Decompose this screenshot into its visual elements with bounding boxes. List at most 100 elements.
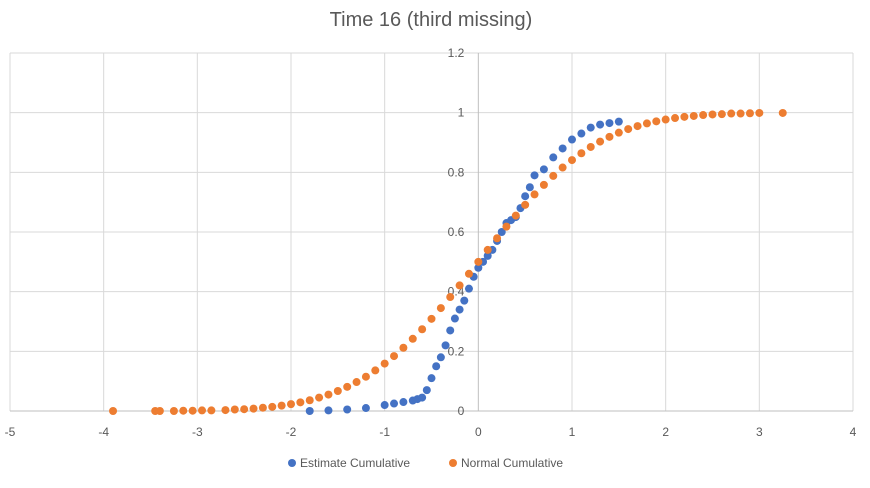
data-point	[436, 353, 445, 362]
data-point	[324, 406, 333, 415]
data-point	[521, 192, 530, 201]
data-point	[390, 399, 399, 408]
data-point	[446, 293, 455, 302]
data-point	[422, 386, 431, 395]
data-point	[736, 109, 745, 118]
data-point	[460, 296, 469, 305]
data-point	[717, 110, 726, 119]
data-point	[530, 171, 539, 180]
data-point	[333, 387, 342, 396]
data-point	[249, 404, 258, 413]
chart-title: Time 16 (third missing)	[330, 9, 533, 31]
data-point	[497, 228, 506, 236]
legend-item-estimate: Estimate Cumulative	[288, 456, 410, 470]
data-point	[521, 200, 530, 209]
data-point	[525, 183, 534, 192]
data-point	[277, 401, 286, 410]
x-tick-label: 0	[475, 425, 482, 439]
data-point	[324, 390, 333, 399]
data-point	[699, 111, 708, 120]
data-point	[436, 304, 445, 313]
x-axis-tick-labels: -5 -4 -3 -2 -1 0 1 2 3 4	[5, 425, 857, 439]
data-point	[464, 284, 473, 293]
data-point	[455, 305, 464, 314]
legend-marker-estimate	[288, 459, 296, 467]
data-point	[549, 153, 558, 162]
data-point	[483, 251, 492, 260]
data-point	[399, 398, 408, 407]
series-1	[109, 108, 787, 415]
data-point	[455, 281, 464, 290]
data-point	[624, 125, 633, 134]
gridlines	[9, 52, 854, 411]
data-point	[408, 334, 417, 343]
data-point	[371, 366, 380, 375]
data-point	[427, 314, 436, 323]
legend-item-normal: Normal Cumulative	[449, 456, 563, 470]
data-point	[305, 407, 314, 415]
data-point	[296, 398, 305, 407]
data-point	[268, 402, 277, 411]
x-tick-label: 3	[756, 425, 763, 439]
data-point	[380, 359, 389, 368]
data-point	[586, 123, 595, 132]
y-tick-label: 0.8	[448, 165, 465, 179]
data-point	[511, 211, 520, 220]
data-point	[418, 393, 427, 402]
data-point	[755, 108, 764, 117]
data-point	[441, 341, 450, 350]
legend-label-estimate: Estimate Cumulative	[300, 456, 410, 470]
data-point	[155, 407, 164, 415]
x-tick-label: -3	[192, 425, 203, 439]
data-point	[343, 405, 352, 414]
data-point	[474, 263, 483, 272]
data-point	[169, 407, 178, 415]
y-tick-label: 1.2	[448, 46, 465, 60]
data-point	[568, 135, 576, 144]
data-point	[390, 352, 399, 361]
data-point	[315, 393, 324, 402]
data-point	[727, 109, 736, 118]
data-point	[361, 372, 370, 381]
data-point	[605, 119, 614, 128]
data-point	[671, 114, 680, 123]
y-tick-label: 0.6	[448, 225, 465, 239]
data-point	[530, 190, 539, 199]
data-point	[352, 378, 361, 387]
legend-label-normal: Normal Cumulative	[461, 456, 563, 470]
data-point	[380, 401, 389, 410]
data-point	[680, 112, 689, 121]
data-point	[230, 405, 239, 414]
data-point	[240, 405, 249, 414]
data-point	[258, 403, 267, 412]
data-point	[586, 142, 595, 151]
data-point	[652, 117, 661, 126]
data-point	[207, 406, 216, 415]
data-point	[221, 406, 230, 415]
x-tick-label: -1	[379, 425, 390, 439]
data-point	[614, 117, 623, 126]
data-point	[427, 374, 436, 383]
data-point	[343, 382, 352, 391]
y-tick-label: 0.2	[448, 344, 465, 358]
data-point	[577, 149, 586, 158]
legend-marker-normal	[449, 459, 457, 467]
data-point	[549, 171, 558, 180]
data-point	[745, 109, 754, 118]
data-point	[539, 180, 548, 189]
data-point	[399, 343, 408, 352]
legend: Estimate Cumulative Normal Cumulative	[288, 456, 563, 470]
data-point	[596, 120, 605, 129]
data-point	[661, 115, 670, 124]
data-point	[539, 165, 548, 174]
data-point	[642, 119, 651, 128]
data-point	[568, 156, 576, 165]
data-point	[596, 137, 605, 146]
axes	[10, 53, 853, 412]
data-point	[305, 396, 314, 405]
y-tick-label: 0	[458, 404, 465, 418]
x-tick-label: 4	[850, 425, 857, 439]
data-point	[493, 234, 502, 243]
data-point	[446, 326, 455, 335]
